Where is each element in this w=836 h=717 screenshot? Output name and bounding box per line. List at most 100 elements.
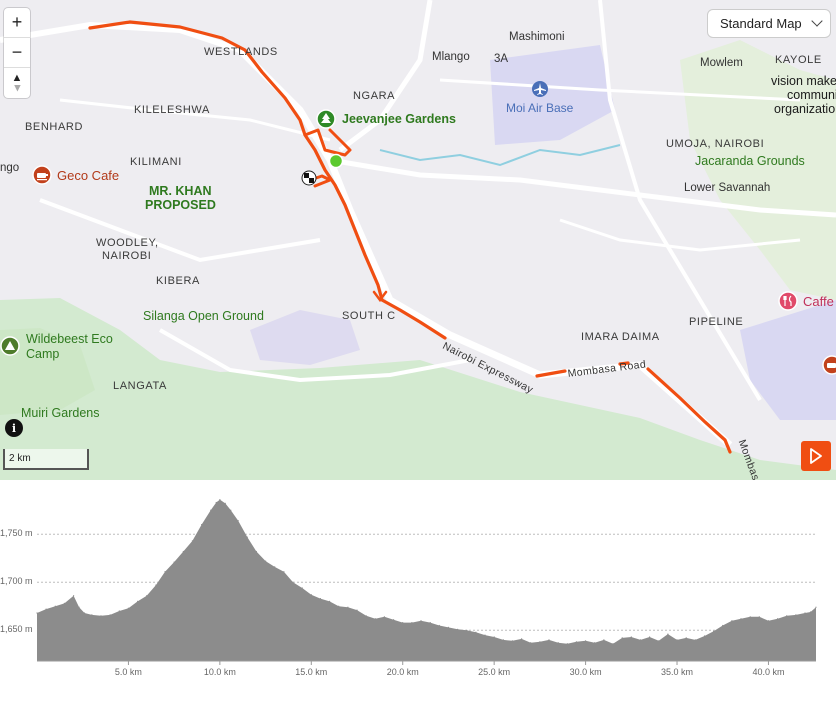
elevation-point (594, 642, 596, 644)
elevation-point (447, 626, 449, 628)
poi-caffe[interactable]: Caffe (803, 294, 834, 309)
elevation-point (319, 598, 321, 600)
poi-silanga-open-ground[interactable]: Silanga Open Ground (143, 309, 264, 323)
label-kilimani: KILIMANI (130, 156, 182, 168)
poi-geco-cafe[interactable]: Geco Cafe (57, 168, 120, 183)
elevation-point (767, 620, 770, 622)
elevation-point (210, 509, 212, 511)
elevation-point (230, 509, 232, 511)
elevation-point (795, 614, 797, 616)
nairobi-national-park-area (0, 298, 836, 480)
compass-icon[interactable]: ▲ ▲ (4, 68, 30, 98)
elevation-point (557, 642, 559, 644)
forest-area (0, 328, 95, 415)
map-panel[interactable]: WESTLANDS NGARA Mashimoni Mlango 3A Mowl… (0, 0, 836, 480)
route-line (535, 369, 567, 378)
waiyaki-way (0, 21, 241, 53)
elevation-point (393, 619, 395, 621)
elevation-profile[interactable]: 1,650 m 1,700 m 1,750 m 5.0 km 10.0 km 15.0 … (0, 480, 836, 717)
elevation-point (438, 624, 440, 627)
elevation-point (667, 633, 669, 635)
elevation-point (78, 606, 80, 608)
poi-mr-khan-proposed[interactable]: PROPOSED (145, 198, 216, 212)
elevation-point (539, 641, 541, 643)
label-kayole: KAYOLE (775, 54, 822, 66)
elevation-point (63, 602, 65, 604)
camp-icon[interactable] (0, 336, 20, 361)
cafe-icon[interactable] (32, 165, 52, 192)
elevation-point (612, 643, 614, 645)
elevation-point (804, 612, 806, 614)
elevation-point (639, 639, 642, 641)
play-button[interactable] (801, 441, 831, 471)
elevation-point (329, 600, 331, 602)
start-marker-icon[interactable] (328, 153, 344, 169)
zoom-out-button[interactable]: − (4, 38, 30, 68)
elevation-point (374, 618, 376, 620)
label-umoja: UMOJA, NAIROBI (666, 138, 765, 150)
label-kileleshwa: KILELESHWA (134, 104, 210, 116)
elevation-point (237, 520, 239, 522)
map-scale: 2 km (3, 449, 89, 470)
elevation-point (731, 620, 733, 622)
elevation-point (118, 610, 120, 612)
label-kibera: KIBERA (156, 275, 200, 287)
arterial-road (559, 218, 801, 252)
x-tick-label: 30.0 km (569, 667, 602, 677)
poi-jacaranda-grounds[interactable]: Jacaranda Grounds (695, 154, 805, 168)
map-style-select[interactable]: Standard Map (707, 9, 831, 38)
map-zoom-controls: + − ▲ ▲ (4, 8, 30, 98)
label-benhard: BENHARD (25, 121, 83, 133)
elevation-point (164, 571, 166, 573)
label-vision-maker: vision make (771, 74, 836, 88)
elevation-point (566, 643, 568, 645)
zoom-in-button[interactable]: + (4, 8, 30, 38)
elevation-point (457, 628, 459, 630)
label-woodley-nairobi: NAIROBI (102, 250, 152, 262)
nairobi-river (379, 144, 621, 167)
elevation-point (713, 630, 715, 632)
elevation-point (502, 639, 504, 641)
label-3a: 3A (494, 53, 509, 65)
label-organization: organization (774, 102, 836, 116)
label-imara-daima: IMARA DAIMA (581, 331, 660, 343)
elevation-point (630, 636, 632, 638)
label-pipeline: PIPELINE (689, 316, 744, 328)
airport-icon[interactable] (531, 80, 549, 103)
elevation-point (224, 502, 226, 504)
elevation-point (54, 605, 56, 607)
label-community: community ba (787, 88, 836, 102)
poi-wildebeest-eco-camp[interactable]: Wildebeest Eco (26, 332, 113, 346)
elevation-point (201, 524, 203, 526)
x-tick-label: 25.0 km (478, 667, 511, 677)
chevron-down-icon (811, 15, 823, 27)
elevation-point (127, 607, 129, 609)
cafe-icon[interactable] (822, 355, 836, 380)
y-tick-label: 1,650 m (0, 624, 33, 635)
airport-area-east (740, 300, 836, 420)
poi-moi-air-base[interactable]: Moi Air Base (506, 101, 574, 115)
info-icon[interactable]: i (5, 419, 23, 437)
route-arrow-icon (372, 290, 388, 303)
elevation-point (402, 622, 404, 624)
poi-jeevanjee-gardens[interactable]: Jeevanjee Gardens (342, 112, 456, 126)
finish-flag-icon[interactable] (301, 170, 317, 186)
thika-road (338, 0, 433, 152)
elevation-point (215, 501, 217, 504)
elevation-point (109, 614, 111, 616)
elevation-point (429, 622, 431, 624)
elevation-point (173, 561, 175, 563)
langata-road (159, 328, 471, 383)
route-line (88, 20, 447, 340)
label-lower-savannah: Lower Savannah (684, 182, 771, 194)
poi-wildebeest-camp[interactable]: Camp (26, 347, 60, 361)
tree-icon[interactable] (316, 109, 336, 134)
elevation-point (191, 540, 193, 542)
poi-muiri-gardens[interactable]: Muiri Gardens (21, 406, 100, 420)
elevation-point (347, 606, 349, 608)
restaurant-icon[interactable] (778, 291, 798, 316)
elevation-point (475, 631, 477, 633)
poi-mr-khan[interactable]: MR. KHAN (149, 184, 212, 198)
play-icon (810, 448, 822, 464)
